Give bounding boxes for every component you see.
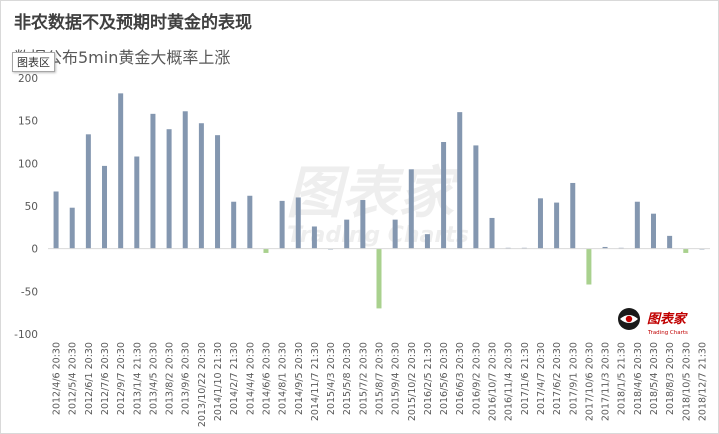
bar xyxy=(554,202,560,249)
x-tick-label: 2014/4/4 20:30 xyxy=(245,342,256,415)
bar xyxy=(408,169,414,249)
bar xyxy=(473,145,479,249)
bar xyxy=(102,165,108,249)
x-tick-label: 2013/10/22 20:30 xyxy=(197,342,208,427)
x-tick-label: 2016/10/7 20:30 xyxy=(488,342,499,421)
y-tick-label: -100 xyxy=(14,329,38,341)
bar xyxy=(311,226,317,249)
bar xyxy=(198,123,204,249)
x-tick-label: 2016/2/5 21:30 xyxy=(423,342,434,415)
x-tick-label: 2014/8/1 20:30 xyxy=(278,342,289,415)
x-tick-label: 2012/5/4 20:30 xyxy=(68,342,79,415)
bar xyxy=(667,235,673,249)
x-tick-label: 2017/4/7 20:30 xyxy=(536,342,547,415)
bar xyxy=(215,135,221,249)
bar xyxy=(392,219,398,249)
bar xyxy=(166,129,172,249)
chart-title: 非农数据不及预期时黄金的表现 xyxy=(14,13,252,33)
x-tick-label: 2018/1/5 21:30 xyxy=(617,342,628,415)
bar xyxy=(279,200,285,249)
x-tick-label: 2018/5/4 20:30 xyxy=(649,342,660,415)
x-tick-label: 2018/12/7 21:30 xyxy=(697,342,708,421)
bar xyxy=(150,113,156,249)
bar xyxy=(441,142,447,249)
bar xyxy=(602,246,608,249)
x-tick-label: 2018/10/5 20:30 xyxy=(681,342,692,421)
chart-area-tooltip: 图表区 xyxy=(12,52,55,72)
bar xyxy=(134,156,140,249)
bar xyxy=(231,201,237,249)
bar xyxy=(118,93,124,249)
x-tick-label: 2016/6/3 20:30 xyxy=(455,342,466,415)
x-tick-label: 2015/4/3 20:30 xyxy=(326,342,337,415)
x-tick-label: 2013/4/5 20:30 xyxy=(148,342,159,415)
watermark: 图表家 Trading Charts xyxy=(286,161,469,248)
bar xyxy=(360,200,366,249)
x-tick-label: 2014/9/5 20:30 xyxy=(294,342,305,415)
x-axis: 2012/4/6 20:30 2012/5/4 20:30 2012/6/1 20:… xyxy=(52,342,709,427)
bar xyxy=(537,198,543,249)
x-tick-label: 2015/8/7 20:30 xyxy=(375,342,386,415)
x-tick-label: 2015/10/2 20:30 xyxy=(407,342,418,421)
bar xyxy=(376,248,382,309)
watermark-subtext: Trading Charts xyxy=(287,223,469,248)
brand-logo: 图表家 Trading Charts xyxy=(618,308,688,336)
bar xyxy=(53,191,59,249)
x-tick-label: 2017/11/3 20:30 xyxy=(601,342,612,421)
eye-logo-icon xyxy=(618,308,640,330)
x-tick-label: 2014/1/10 21:30 xyxy=(213,342,224,421)
y-axis: 200 150 100 50 0 -50 -100 xyxy=(14,73,38,341)
bar xyxy=(683,248,689,253)
x-tick-label: 2012/9/7 20:30 xyxy=(116,342,127,415)
bar xyxy=(489,217,495,249)
x-tick-label: 2017/1/6 21:30 xyxy=(520,342,531,415)
logo-subtext: Trading Charts xyxy=(647,330,688,336)
bar xyxy=(650,213,656,249)
x-tick-label: 2016/11/4 20:30 xyxy=(504,342,515,421)
x-tick-label: 2015/7/2 20:30 xyxy=(358,342,369,415)
bar xyxy=(586,248,592,285)
y-tick-label: 200 xyxy=(18,73,38,85)
x-tick-label: 2017/10/6 20:30 xyxy=(584,342,595,421)
bar xyxy=(634,201,640,249)
x-tick-label: 2016/5/6 20:30 xyxy=(439,342,450,415)
x-tick-label: 2014/11/7 21:30 xyxy=(310,342,321,421)
chart-subtitle: 数据公布5min黄金大概率上涨 xyxy=(14,48,231,67)
bar xyxy=(69,207,75,249)
y-tick-label: 100 xyxy=(18,158,38,170)
bar xyxy=(344,219,350,249)
x-tick-label: 2014/2/7 21:30 xyxy=(229,342,240,415)
bar xyxy=(295,197,301,249)
x-tick-label: 2013/1/4 21:30 xyxy=(132,342,143,415)
logo-text: 图表家 xyxy=(647,311,688,327)
bar xyxy=(247,195,253,249)
x-tick-label: 2018/4/6 20:30 xyxy=(633,342,644,415)
x-tick-label: 2013/9/6 20:30 xyxy=(181,342,192,415)
x-tick-label: 2017/6/2 20:30 xyxy=(552,342,563,415)
bar xyxy=(263,248,269,253)
x-tick-label: 2016/9/2 20:30 xyxy=(471,342,482,415)
x-tick-label: 2018/8/3 20:30 xyxy=(665,342,676,415)
bar xyxy=(457,112,463,249)
y-tick-label: 0 xyxy=(31,244,38,256)
bar xyxy=(570,182,576,249)
x-tick-label: 2012/6/1 20:30 xyxy=(84,342,95,415)
bar-series xyxy=(53,93,705,309)
x-tick-label: 2015/9/4 20:30 xyxy=(391,342,402,415)
x-tick-label: 2015/5/8 20:30 xyxy=(342,342,353,415)
x-tick-label: 2012/7/6 20:30 xyxy=(100,342,111,415)
x-tick-label: 2012/4/6 20:30 xyxy=(52,342,63,415)
y-tick-label: 50 xyxy=(25,201,38,213)
y-tick-label: -50 xyxy=(21,286,38,298)
bar xyxy=(182,111,188,249)
x-tick-label: 2013/8/2 20:30 xyxy=(165,342,176,415)
watermark-text: 图表家 xyxy=(286,161,462,226)
x-tick-label: 2017/9/1 20:30 xyxy=(568,342,579,415)
bar xyxy=(424,234,430,249)
x-tick-label: 2014/6/6 20:30 xyxy=(261,342,272,415)
y-tick-label: 150 xyxy=(18,116,38,128)
bar xyxy=(85,134,91,249)
